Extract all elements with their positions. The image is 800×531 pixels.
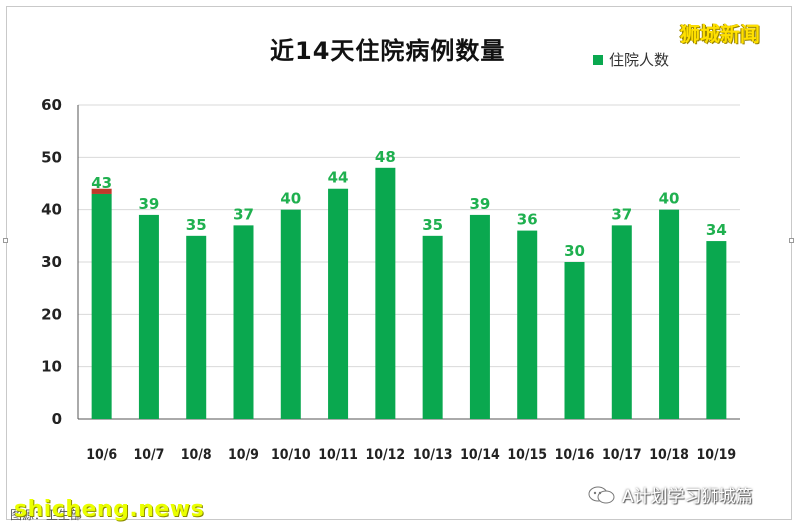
x-tick-label: 10/9 [228, 447, 259, 463]
data-label: 39 [469, 195, 490, 213]
wechat-account-name: A计划学习狮城篇 [622, 487, 753, 507]
chart-title: 近14天住院病例数量 [270, 37, 506, 65]
watermark-top: 狮城新闻 [680, 22, 760, 46]
bar [328, 188, 349, 419]
data-label: 48 [375, 148, 396, 166]
data-label: 40 [659, 190, 680, 208]
y-tick-label: 40 [41, 201, 62, 219]
data-label: 40 [280, 190, 301, 208]
resize-handle-right[interactable] [789, 238, 794, 243]
data-label: 35 [186, 216, 207, 234]
data-label: 34 [706, 221, 727, 239]
data-label: 35 [422, 216, 443, 234]
x-tick-label: 10/18 [649, 447, 689, 463]
x-tick-label: 10/10 [271, 447, 311, 463]
x-tick-label: 10/11 [318, 447, 358, 463]
bar [611, 225, 632, 419]
bar [422, 235, 443, 419]
x-tick-label: 10/15 [507, 447, 547, 463]
wechat-attribution: A计划学习狮城篇 [588, 482, 753, 507]
x-tick-label: 10/8 [181, 447, 212, 463]
bar [706, 241, 727, 419]
legend-label: 住院人数 [609, 51, 670, 69]
watermark-bottom: shicheng.news [14, 497, 205, 522]
bar [280, 209, 301, 419]
bar [186, 235, 207, 419]
legend-swatch [593, 54, 603, 65]
x-tick-label: 10/6 [86, 447, 117, 463]
bar [564, 262, 585, 419]
y-tick-label: 10 [41, 358, 62, 376]
data-label: 36 [517, 211, 538, 229]
bar [469, 214, 490, 419]
resize-handle-left[interactable] [3, 238, 8, 243]
y-tick-label: 0 [52, 410, 62, 428]
x-tick-label: 10/7 [133, 447, 164, 463]
y-tick-label: 20 [41, 305, 62, 323]
bar [517, 230, 538, 419]
x-tick-label: 10/17 [602, 447, 642, 463]
bar [138, 214, 159, 419]
data-label: 43 [91, 174, 112, 192]
chart-legend: 住院人数 [593, 49, 669, 70]
data-label: 30 [564, 242, 585, 260]
x-tick-label: 10/12 [366, 447, 406, 463]
data-label: 44 [328, 169, 349, 187]
bar [91, 193, 112, 419]
x-tick-label: 10/19 [697, 447, 737, 463]
data-label: 37 [611, 205, 632, 223]
source-caption: 图源：卫生部 [10, 508, 83, 522]
y-tick-label: 30 [41, 253, 62, 271]
bar [659, 209, 680, 419]
bar [375, 167, 396, 419]
x-tick-label: 10/13 [413, 447, 453, 463]
y-tick-label: 50 [41, 148, 62, 166]
x-tick-label: 10/16 [555, 447, 595, 463]
y-tick-label: 60 [41, 96, 62, 114]
x-tick-label: 10/14 [460, 447, 500, 463]
wechat-icon [588, 486, 615, 503]
bar [233, 225, 254, 419]
data-label: 39 [138, 195, 159, 213]
bar-segment-highlight [91, 188, 112, 194]
data-label: 37 [233, 205, 254, 223]
